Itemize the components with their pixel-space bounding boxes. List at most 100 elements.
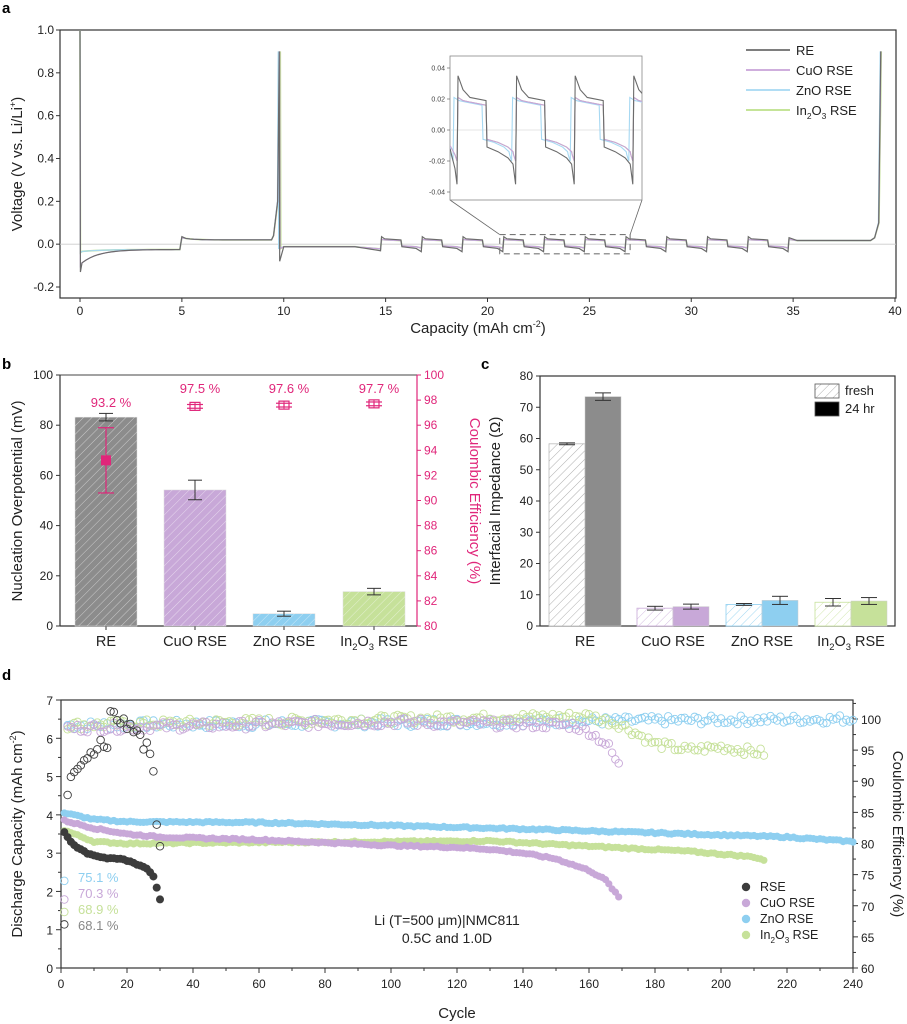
y-tick-label: 0.6 (37, 109, 54, 123)
ce-point-cuo-rse (343, 721, 353, 731)
y2-tick-label: 75 (861, 869, 875, 883)
y-tick-label: 20 (520, 557, 534, 571)
label-subscript: 3 (785, 936, 790, 945)
ce-point-cuo-rse (238, 716, 247, 726)
ce-point-cuo-rse (528, 723, 538, 733)
bar-fresh-hatch (637, 608, 673, 626)
ce-point-rse (96, 735, 105, 745)
x-tick-label: 140 (513, 977, 533, 991)
panel-d-content: 0 20 40 60 80 100 120 140 160 180 200 220 240 0 1 2 3 4 5 6… (46, 694, 881, 991)
ce-point-in2o3-rse (706, 743, 716, 752)
ce-data-label: 97.5 % (180, 381, 221, 396)
y-tick-label: 100 (33, 368, 53, 382)
x-tick-label: 60 (252, 977, 266, 991)
panel-b-nucleation-overpotential: b 0 20 40 60 80 100 80 82 84 86 88 90 92 94 96 98 100 RE 9… (2, 356, 483, 652)
label-part: RSE (851, 634, 885, 650)
ce-point-in2o3-rse (657, 744, 666, 754)
x-tick-label: 5 (179, 304, 186, 318)
y-tick-label: 40 (40, 519, 54, 533)
ce-point-in2o3-rse (667, 739, 676, 748)
label-part: In (760, 928, 770, 942)
ce-point-rse (152, 820, 161, 829)
panel-c-y-axis-label: Interfacial Impedance (Ω) (487, 417, 504, 586)
ce-point-cuo-rse (482, 717, 491, 727)
x-tick-label: 0 (77, 304, 84, 318)
panel-b-content: 0 20 40 60 80 100 80 82 84 86 88 90 92 94 96 98 100 RE 93.… (33, 368, 444, 652)
ce-point-cuo-rse (366, 721, 376, 730)
y-tick-label: 0.0 (37, 237, 54, 251)
ce-point-in2o3-rse (647, 738, 656, 747)
panel-a-zoom-indicator (449, 199, 643, 255)
inset-line-re (450, 75, 642, 185)
y-tick-label: 0.4 (37, 152, 54, 166)
x-tick-label: 25 (583, 304, 597, 318)
ce-point-zno-rse (621, 712, 630, 721)
ce-point-cuo-rse (545, 717, 554, 727)
ce-point-zno-rse (634, 714, 643, 724)
ce-point-cuo-rse (581, 724, 590, 733)
y-tick-label: 60 (40, 468, 54, 482)
ce-point-in2o3-rse (759, 751, 769, 760)
ce-point-in2o3-rse (756, 744, 765, 754)
x-tick-label: In2O3 RSE (340, 634, 408, 652)
y2-tick-label: 100 (861, 713, 881, 727)
ce-point-rse (109, 707, 119, 717)
y-tick-label: 10 (520, 588, 534, 602)
ce-point-cuo-rse (340, 721, 350, 731)
ce-point-zno-rse (819, 719, 828, 728)
y2-tick-label: 84 (424, 569, 438, 583)
bar-fresh-hatch (815, 602, 851, 626)
x-tick-label: CuO RSE (163, 634, 227, 650)
ce-point-cuo-rse (198, 717, 208, 726)
ce-point-cuo-rse (264, 721, 274, 731)
ce-point-cuo-rse (555, 720, 564, 730)
y2-tick-label: 90 (861, 775, 875, 789)
ce-point-zno-rse (795, 718, 805, 728)
panel-c-letter: c (481, 356, 489, 373)
ce-point-rse (63, 790, 72, 800)
ce-point-zno-rse (733, 719, 742, 729)
y-tick-label: -0.2 (33, 280, 54, 294)
panel-a-voltage-profile: a 0 5 10 15 20 25 30 35 40 -0.2 0.0 0.2 0.4 0.6 0.8 1.0… (2, 0, 902, 337)
label-part: In (817, 634, 829, 650)
panel-c-interfacial-impedance: c 0 10 20 30 40 50 60 70 80 RE CuO RSE ZnO RSE In2O3… (481, 356, 896, 652)
legend-label: CuO RSE (796, 63, 853, 78)
legend-marker-in2o3-rse (741, 930, 751, 940)
y2-tick-label: 86 (424, 544, 438, 558)
x-tick-label: 0 (58, 977, 65, 991)
inset-y-tick-label: -0.04 (429, 190, 445, 197)
condition-annotation: 0.5C and 1.0D (402, 930, 492, 946)
inset-frame (449, 55, 643, 201)
ce-point-rse (145, 749, 155, 759)
ce-data-label: 97.7 % (359, 381, 400, 396)
legend-label: ZnO RSE (760, 912, 814, 926)
ce-point-cuo-rse (436, 717, 445, 727)
label-part: RSE (826, 103, 857, 118)
zoom-region-box (499, 233, 631, 255)
ce-point-cuo-rse (538, 723, 548, 733)
legend-label: RSE (760, 880, 786, 894)
x-tick-label: 35 (786, 304, 800, 318)
capacity-point-zno-rse (849, 838, 857, 846)
y-tick-label: 7 (46, 694, 53, 708)
y-tick-label: 0 (526, 619, 533, 633)
zoom-connector-left (449, 199, 500, 235)
ce-data-label: 93.2 % (91, 395, 132, 410)
label-part: O (357, 634, 368, 650)
ce-point-cuo-rse (403, 718, 412, 728)
ce-point-zno-rse (828, 715, 838, 724)
ce-point-cuo-rse (248, 722, 257, 731)
capacity-point-rse (156, 895, 164, 904)
inset-line-zno-rse (450, 96, 642, 162)
ce-point-cuo-rse (304, 723, 313, 732)
ce-point-cuo-rse (614, 759, 623, 768)
condition-annotation: Li (T=500 μm)|NMC811 (374, 912, 520, 928)
ce-point-rse (102, 743, 112, 753)
label-part: In (340, 634, 352, 650)
ce-point-cuo-rse (373, 721, 383, 730)
panel-a-axes: 0 5 10 15 20 25 30 35 40 -0.2 0.0 0.2 0.4 0.6 0.8 1.0 (33, 23, 902, 318)
ce-point-cuo-rse (310, 715, 320, 724)
ce-point-cuo-rse (211, 719, 221, 729)
y-tick-label: 3 (46, 847, 53, 861)
x-tick-label: 120 (447, 977, 467, 991)
